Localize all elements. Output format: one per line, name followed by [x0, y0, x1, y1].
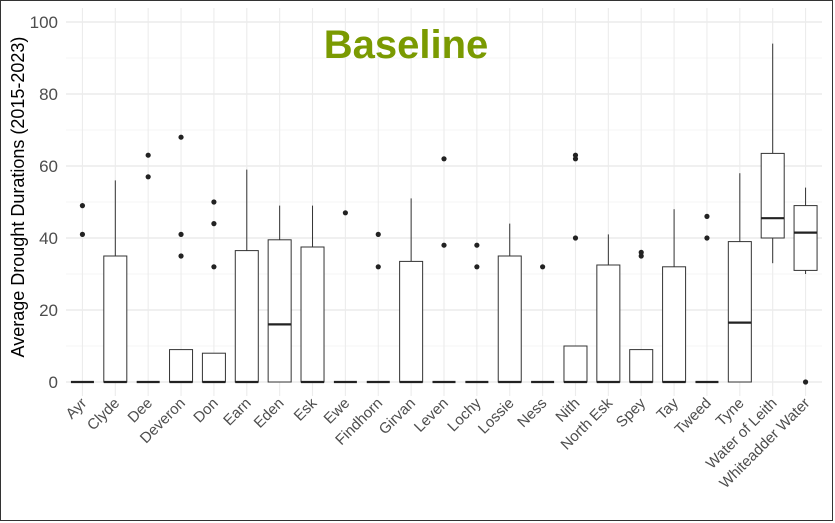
x-tick-label: Leven: [411, 395, 452, 436]
box-deveron: [169, 134, 194, 384]
y-tick-label: 40: [39, 229, 58, 248]
outlier-point: [342, 210, 348, 216]
box-body: [201, 352, 226, 383]
box-tweed: [695, 213, 719, 384]
x-tick-label: Ness: [514, 395, 550, 431]
y-tick-label: 60: [39, 157, 58, 176]
box-lochy: [465, 242, 489, 384]
box-body: [760, 152, 785, 239]
outlier-point: [572, 235, 579, 241]
outlier-point: [145, 152, 151, 158]
x-tick-label: Earn: [220, 395, 254, 429]
outlier-point: [178, 134, 184, 140]
box-body: [662, 266, 687, 383]
box-findhorn: [366, 231, 390, 384]
x-tick-label: Lossie: [475, 395, 518, 438]
x-tick-label: Girvan: [376, 395, 419, 438]
box-tyne: [727, 173, 752, 383]
box-water-of-leith: [760, 43, 785, 264]
box-body: [300, 246, 325, 383]
y-tick-labels: 0 20 40 60 80 100: [30, 13, 58, 392]
outlier-point: [441, 156, 447, 162]
outlier-point: [211, 264, 217, 270]
box-ayr: [70, 203, 94, 384]
box-whiteadder-water: [793, 187, 818, 385]
outlier-point: [441, 242, 447, 248]
y-tick-label: 0: [49, 373, 58, 392]
box-body: [267, 239, 292, 383]
box-esk: [300, 205, 325, 384]
box-earn: [234, 169, 259, 384]
box-clyde: [103, 180, 128, 384]
outlier-point: [474, 242, 480, 248]
box-body: [727, 241, 752, 383]
box-girvan: [399, 198, 424, 384]
box-north-esk: [596, 234, 621, 384]
box-leven: [432, 156, 456, 384]
x-tick-label: Eden: [251, 395, 288, 432]
box-body: [793, 205, 818, 271]
outlier-point: [178, 253, 184, 259]
y-axis-label: Average Drought Durations (2015-2023): [8, 37, 28, 358]
box-body: [629, 349, 654, 383]
box-body: [103, 255, 128, 383]
box-tay: [662, 209, 687, 384]
box-body: [399, 260, 424, 383]
outlier-point: [638, 253, 644, 259]
outlier-point: [802, 379, 809, 385]
chart-title: Baseline: [324, 23, 489, 67]
box-lossie: [497, 223, 522, 384]
box-ewe: [333, 210, 357, 384]
box-dee: [136, 152, 160, 384]
x-tick-label: Tweed: [672, 395, 715, 438]
box-body: [563, 345, 588, 383]
outlier-point: [638, 249, 644, 255]
box-body: [169, 349, 194, 383]
outlier-point: [211, 221, 217, 227]
box-body: [234, 250, 259, 383]
outlier-point: [178, 231, 184, 237]
y-tick-label: 100: [30, 13, 58, 32]
x-tick-label: Ayr: [63, 395, 91, 423]
box-eden: [267, 205, 292, 383]
outlier-point: [375, 231, 381, 237]
boxes: [70, 43, 818, 385]
outlier-point: [572, 152, 579, 158]
outlier-point: [79, 203, 86, 209]
outlier-point: [704, 235, 710, 241]
outlier-point: [79, 231, 86, 237]
y-tick-label: 20: [39, 301, 58, 320]
box-don: [201, 199, 226, 384]
box-body: [596, 264, 621, 383]
outlier-point: [540, 264, 546, 270]
box-body: [497, 255, 522, 383]
outlier-point: [211, 199, 217, 205]
y-tick-label: 80: [39, 85, 58, 104]
box-nith: [563, 152, 588, 384]
outlier-point: [375, 264, 381, 270]
x-tick-label: Don: [190, 395, 221, 426]
box-ness: [531, 264, 555, 384]
box-spey: [629, 249, 654, 384]
outlier-point: [474, 264, 480, 270]
outlier-point: [572, 156, 579, 162]
x-tick-label: Clyde: [84, 395, 123, 434]
x-tick-label: Spey: [613, 394, 650, 431]
x-tick-label: Esk: [291, 394, 321, 424]
outlier-point: [145, 174, 151, 180]
outlier-point: [704, 213, 710, 219]
